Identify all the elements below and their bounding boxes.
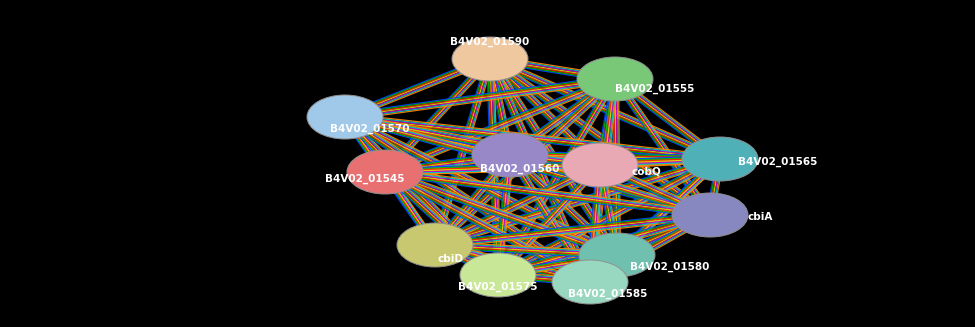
Ellipse shape	[397, 223, 473, 267]
Ellipse shape	[552, 260, 628, 304]
Text: B4V02_01570: B4V02_01570	[331, 124, 410, 134]
Text: B4V02_01545: B4V02_01545	[326, 174, 405, 184]
Text: B4V02_01565: B4V02_01565	[738, 157, 818, 167]
Ellipse shape	[472, 133, 548, 177]
Text: cobQ: cobQ	[631, 167, 661, 177]
Text: cbiA: cbiA	[747, 212, 772, 222]
Ellipse shape	[579, 233, 655, 277]
Ellipse shape	[460, 253, 536, 297]
Text: B4V02_01575: B4V02_01575	[458, 282, 538, 292]
Ellipse shape	[307, 95, 383, 139]
Text: B4V02_01585: B4V02_01585	[568, 289, 647, 299]
Ellipse shape	[672, 193, 748, 237]
Text: B4V02_01555: B4V02_01555	[615, 84, 694, 94]
Ellipse shape	[452, 37, 528, 81]
Text: B4V02_01560: B4V02_01560	[481, 164, 560, 174]
Ellipse shape	[347, 150, 423, 194]
Ellipse shape	[562, 143, 638, 187]
Text: B4V02_01580: B4V02_01580	[630, 262, 710, 272]
Text: B4V02_01590: B4V02_01590	[450, 37, 529, 47]
Text: cbiD: cbiD	[437, 254, 463, 264]
Ellipse shape	[682, 137, 758, 181]
Ellipse shape	[577, 57, 653, 101]
